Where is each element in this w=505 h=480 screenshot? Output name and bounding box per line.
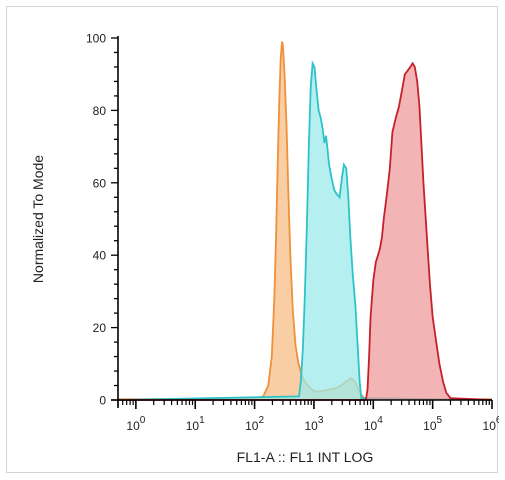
x-tick-label: 102 [245,415,264,433]
histogram-chart: 0 20 40 60 80 100 100 101 102 103 104 105 106 Norma… [30,32,499,466]
series-2-line [117,60,493,401]
y-tick-label: 100 [86,32,106,46]
x-tick-label: 105 [423,415,442,433]
series-3-area [118,63,492,401]
chart-panel: 0 20 40 60 80 100 100 101 102 103 104 105 106 Norma… [6,6,499,473]
x-ticks: 100 101 102 103 104 105 106 [117,400,499,433]
y-tick-label: 20 [93,321,107,335]
y-tick-label: 80 [93,104,107,118]
histogram-areas [117,41,493,401]
y-ticks: 0 20 40 60 80 100 [86,32,118,408]
x-tick-label: 104 [364,415,383,433]
series-2-area [118,63,492,401]
y-tick-label: 60 [93,176,107,190]
x-tick-label: 100 [126,415,145,433]
y-tick-label: 40 [93,249,107,263]
y-axis-label: Normalized To Mode [30,155,46,283]
axes [111,36,492,408]
series-3-line [118,61,493,401]
y-tick-label: 0 [99,394,106,408]
x-tick-label: 103 [304,415,323,433]
x-tick-label: 106 [483,415,499,433]
x-tick-label: 101 [186,415,205,433]
x-axis-label: FL1-A :: FL1 INT LOG [237,449,374,465]
